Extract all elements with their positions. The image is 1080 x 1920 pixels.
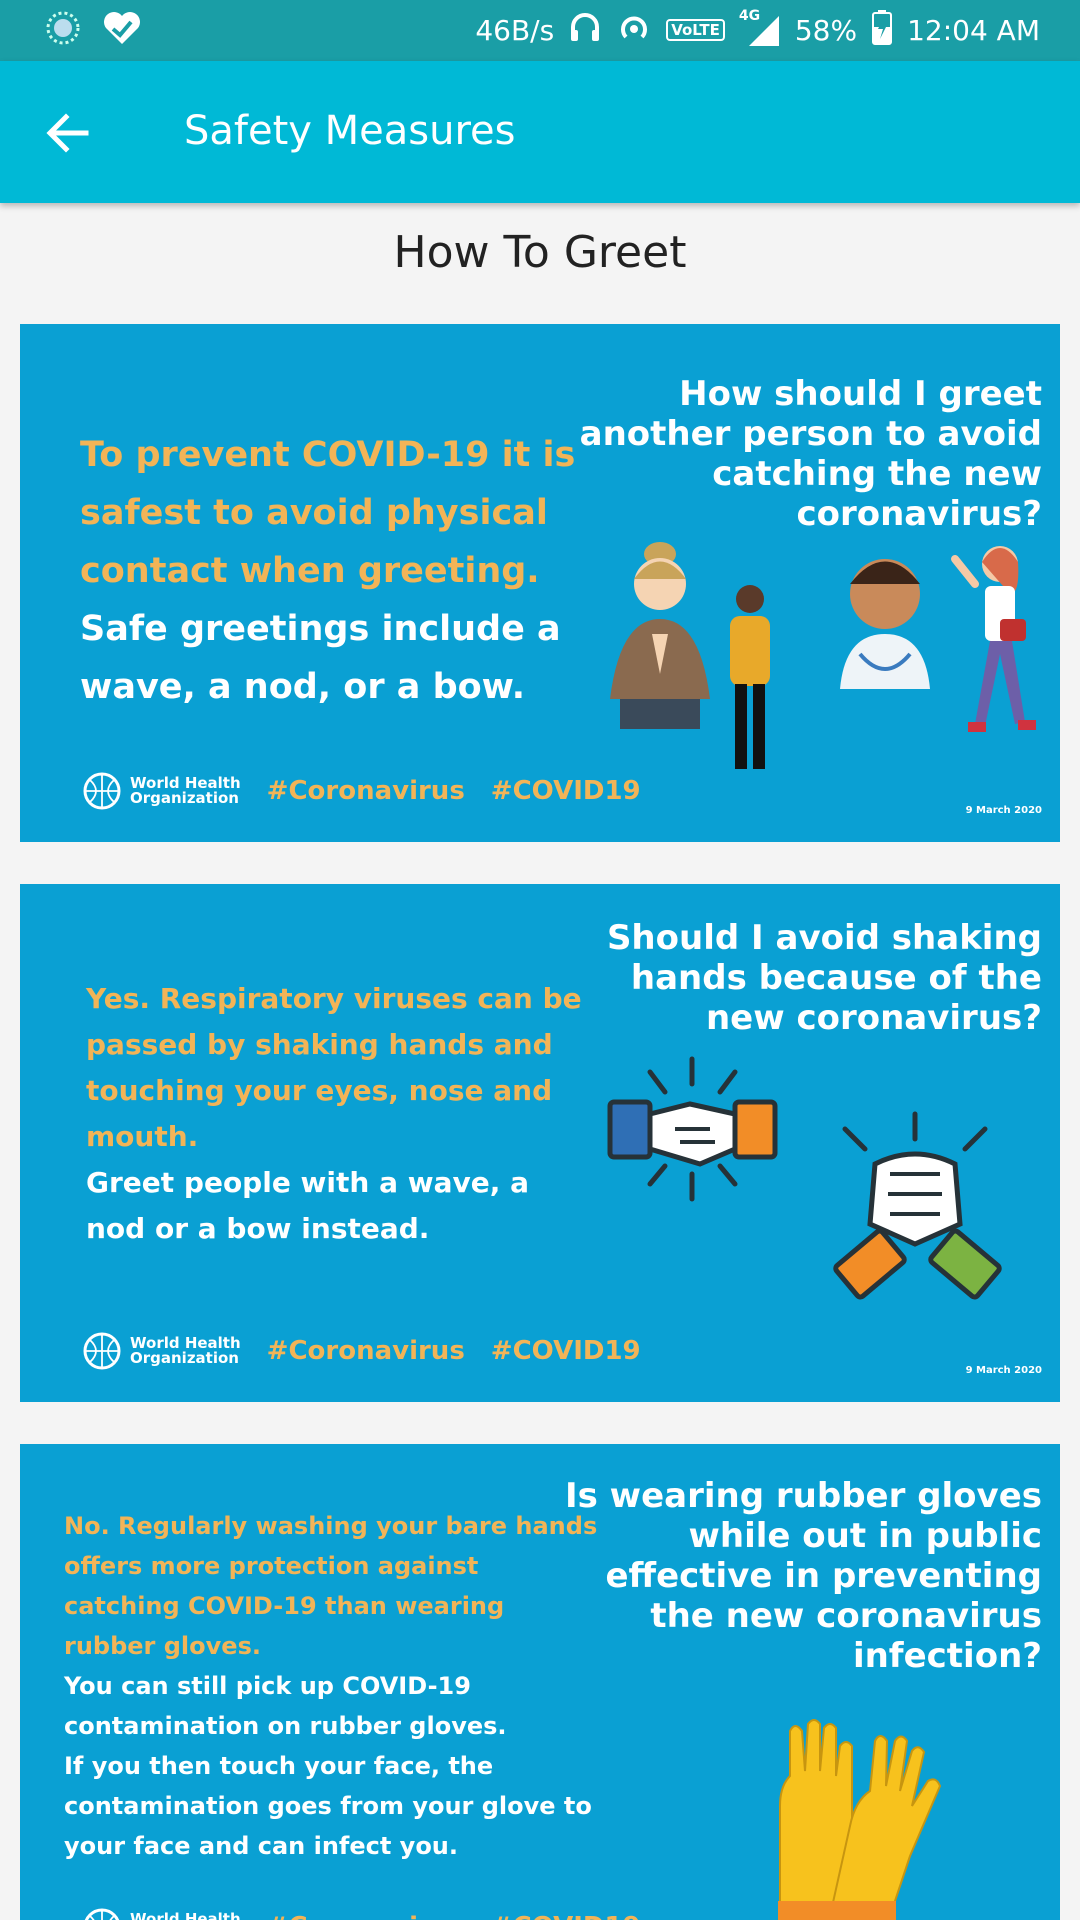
answer-text: nod or a bow instead. bbox=[86, 1212, 430, 1245]
status-bar: 46B/s VoLTE 4G 58% 12:04 AM bbox=[0, 0, 1080, 61]
hashtag: #Coronavirus bbox=[267, 1912, 465, 1920]
who-name-line: Organization bbox=[130, 1349, 239, 1367]
infographic-card-handshake[interactable]: Should I avoid shaking hands because of … bbox=[20, 884, 1060, 1402]
answer-text: If you then touch your face, the bbox=[64, 1752, 494, 1780]
answer-highlight: offers more protection against bbox=[64, 1552, 479, 1580]
card-answer: To prevent COVID-19 it is safest to avoi… bbox=[80, 426, 575, 716]
back-arrow-icon[interactable] bbox=[44, 109, 92, 157]
card-question: Is wearing rubber gloves while out in pu… bbox=[565, 1476, 1042, 1676]
answer-highlight: touching your eyes, nose and bbox=[86, 1074, 553, 1107]
greeting-people-illustration bbox=[610, 542, 1036, 769]
battery-charging-icon bbox=[871, 9, 893, 52]
answer-highlight: mouth. bbox=[86, 1120, 199, 1153]
who-emblem-icon bbox=[83, 1332, 121, 1370]
card-footer: World Health Organization #Coronavirus #… bbox=[80, 768, 641, 814]
answer-text: Safe greetings include a bbox=[80, 609, 561, 649]
who-emblem-icon bbox=[84, 1908, 120, 1920]
answer-highlight: catching COVID-19 than wearing bbox=[64, 1592, 505, 1620]
question-line: Is wearing rubber gloves bbox=[564, 1476, 1042, 1516]
question-line: hands because of the bbox=[630, 958, 1042, 998]
answer-text: You can still pick up COVID-19 bbox=[64, 1672, 471, 1700]
health-heart-icon bbox=[102, 10, 142, 50]
card-footer: World Health Organization #Coronavirus #… bbox=[80, 1328, 641, 1374]
card-answer: Yes. Respiratory viruses can be passed b… bbox=[86, 976, 582, 1252]
who-logo: World Health Organization bbox=[80, 1907, 241, 1920]
who-emblem-icon bbox=[83, 772, 121, 810]
answer-text: wave, a nod, or a bow. bbox=[80, 667, 526, 707]
who-name: World Health Organization bbox=[130, 1912, 241, 1920]
who-logo: World Health Organization bbox=[80, 1331, 241, 1371]
hashtag: #Coronavirus bbox=[266, 776, 465, 806]
answer-highlight: passed by shaking hands and bbox=[86, 1028, 553, 1061]
battery-percent: 58% bbox=[794, 13, 858, 47]
question-line: the new coronavirus bbox=[650, 1596, 1042, 1636]
card-question: How should I greet another person to avo… bbox=[580, 374, 1042, 534]
infographic-card-greeting[interactable]: How should I greet another person to avo… bbox=[20, 324, 1060, 842]
answer-text: contamination goes from your glove to bbox=[64, 1792, 592, 1820]
question-line: Should I avoid shaking bbox=[606, 918, 1042, 958]
network-speed: 46B/s bbox=[475, 13, 555, 47]
who-name-line: World Health bbox=[130, 1910, 241, 1920]
volte-badge: VoLTE bbox=[666, 19, 725, 41]
who-name: World Health Organization bbox=[130, 776, 241, 806]
answer-text: your face and can infect you. bbox=[64, 1832, 459, 1860]
question-line: coronavirus? bbox=[796, 494, 1042, 534]
answer-highlight: rubber gloves. bbox=[64, 1632, 261, 1660]
headphones-icon bbox=[568, 10, 602, 51]
answer-highlight: Yes. Respiratory viruses can be bbox=[86, 982, 582, 1015]
card-date: 9 March 2020 bbox=[965, 1365, 1042, 1376]
hashtag: #Coronavirus bbox=[266, 1336, 465, 1366]
question-line: infection? bbox=[852, 1636, 1042, 1676]
hotspot-icon bbox=[616, 9, 652, 52]
infographic-card-gloves[interactable]: Is wearing rubber gloves while out in pu… bbox=[20, 1444, 1060, 1920]
who-logo: World Health Organization bbox=[80, 771, 241, 811]
answer-highlight: No. Regularly washing your bare hands bbox=[64, 1512, 598, 1540]
who-name-line: Organization bbox=[130, 789, 239, 807]
hashtag: #COVID19 bbox=[491, 1912, 641, 1920]
who-name: World Health Organization bbox=[130, 1336, 241, 1366]
section-title: How To Greet bbox=[393, 227, 687, 278]
hashtag: #COVID19 bbox=[490, 776, 641, 806]
card-date: 9 March 2020 bbox=[965, 805, 1042, 816]
handshake-illustration bbox=[607, 1056, 1002, 1300]
card-footer: World Health Organization #Coronavirus #… bbox=[80, 1904, 641, 1920]
question-line: while out in public bbox=[688, 1516, 1042, 1556]
who-name-line: World Health bbox=[130, 1334, 241, 1352]
answer-text: Greet people with a wave, a bbox=[86, 1166, 530, 1199]
answer-highlight: contact when greeting. bbox=[80, 551, 540, 591]
answer-highlight: safest to avoid physical bbox=[80, 493, 548, 533]
question-line: effective in preventing bbox=[605, 1556, 1042, 1596]
card-answer: No. Regularly washing your bare hands of… bbox=[64, 1506, 597, 1866]
question-line: another person to avoid bbox=[579, 414, 1042, 454]
signal-icon: 4G bbox=[739, 8, 781, 48]
question-line: catching the new bbox=[712, 454, 1042, 494]
answer-highlight: To prevent COVID-19 it is bbox=[80, 435, 576, 475]
hashtag: #COVID19 bbox=[490, 1336, 641, 1366]
answer-text: contamination on rubber gloves. bbox=[64, 1712, 507, 1740]
question-line: new coronavirus? bbox=[705, 998, 1042, 1038]
app-bar-title: Safety Measures bbox=[184, 108, 516, 154]
card-question: Should I avoid shaking hands because of … bbox=[607, 918, 1042, 1038]
sync-icon bbox=[44, 9, 82, 51]
app-bar: Safety Measures bbox=[0, 61, 1080, 203]
network-type: 4G bbox=[738, 8, 761, 24]
rubber-gloves-illustration bbox=[778, 1719, 942, 1920]
who-name-line: World Health bbox=[130, 774, 241, 792]
question-line: How should I greet bbox=[679, 374, 1042, 414]
clock: 12:04 AM bbox=[907, 13, 1040, 47]
